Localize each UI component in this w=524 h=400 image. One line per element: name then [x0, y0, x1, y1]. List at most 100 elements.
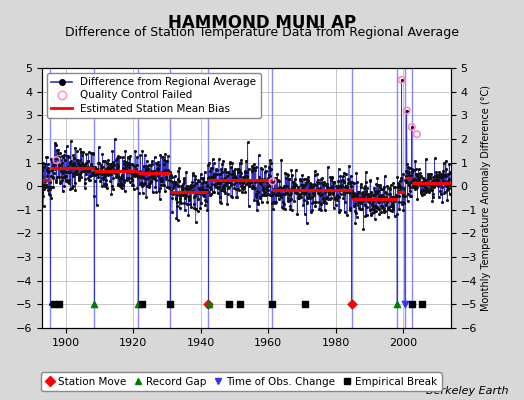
Point — [228, 160, 237, 166]
Point — [227, 164, 235, 170]
Point — [359, 192, 368, 198]
Point — [231, 173, 239, 180]
Point — [387, 194, 395, 200]
Point — [53, 154, 62, 160]
Point — [344, 189, 352, 196]
Point — [380, 197, 389, 203]
Point — [155, 171, 163, 178]
Point — [421, 188, 429, 194]
Point — [134, 173, 142, 180]
Point — [224, 184, 233, 191]
Point — [312, 186, 321, 192]
Point — [53, 156, 62, 162]
Point — [376, 194, 384, 200]
Point — [226, 160, 234, 166]
Point — [121, 188, 129, 194]
Text: Difference of Station Temperature Data from Regional Average: Difference of Station Temperature Data f… — [65, 26, 459, 39]
Point — [264, 164, 272, 170]
Point — [178, 190, 187, 197]
Point — [191, 218, 200, 225]
Point — [96, 165, 105, 171]
Point — [130, 169, 139, 176]
Point — [340, 209, 348, 216]
Point — [336, 178, 344, 184]
Point — [400, 200, 408, 207]
Point — [360, 192, 368, 199]
Point — [261, 186, 270, 192]
Point — [383, 182, 391, 189]
Point — [234, 186, 242, 192]
Point — [200, 168, 209, 175]
Point — [372, 188, 380, 195]
Point — [42, 182, 50, 188]
Point — [189, 188, 197, 194]
Point — [294, 187, 302, 193]
Point — [420, 176, 429, 182]
Point — [353, 178, 362, 185]
Point — [341, 199, 350, 206]
Point — [417, 188, 425, 194]
Point — [421, 188, 430, 194]
Point — [252, 192, 260, 198]
Point — [123, 161, 132, 168]
Point — [311, 187, 320, 194]
Point — [144, 166, 152, 172]
Point — [194, 177, 203, 184]
Point — [423, 185, 431, 191]
Point — [177, 200, 185, 206]
Point — [294, 195, 302, 202]
Point — [326, 196, 334, 202]
Point — [438, 171, 446, 178]
Point — [130, 171, 138, 178]
Point — [289, 179, 297, 186]
Point — [203, 206, 211, 213]
Point — [127, 170, 135, 177]
Point — [435, 180, 444, 187]
Point — [230, 180, 238, 187]
Point — [185, 194, 193, 200]
Point — [176, 198, 184, 204]
Point — [331, 194, 340, 201]
Point — [42, 182, 50, 188]
Point — [41, 178, 49, 184]
Point — [207, 174, 215, 181]
Point — [408, 176, 416, 182]
Point — [206, 165, 215, 171]
Point — [170, 182, 178, 188]
Point — [267, 160, 275, 166]
Point — [264, 191, 272, 198]
Point — [114, 163, 122, 170]
Point — [171, 178, 179, 185]
Point — [157, 177, 165, 184]
Point — [322, 181, 331, 187]
Point — [86, 166, 94, 172]
Point — [346, 173, 355, 179]
Point — [410, 176, 418, 182]
Point — [158, 176, 167, 183]
Point — [145, 181, 154, 187]
Point — [63, 163, 72, 170]
Point — [193, 190, 202, 196]
Point — [180, 200, 189, 206]
Point — [84, 158, 92, 164]
Point — [230, 171, 238, 178]
Point — [204, 162, 212, 168]
Point — [115, 175, 124, 181]
Point — [44, 187, 52, 194]
Point — [279, 185, 287, 191]
Point — [235, 160, 244, 166]
Point — [309, 183, 318, 189]
Point — [389, 202, 397, 208]
Point — [40, 164, 48, 170]
Point — [48, 158, 57, 164]
Point — [307, 183, 315, 190]
Point — [111, 168, 119, 174]
Point — [408, 124, 416, 130]
Point — [102, 181, 110, 187]
Point — [122, 160, 130, 166]
Point — [331, 194, 340, 200]
Point — [397, 188, 405, 195]
Point — [166, 301, 174, 308]
Point — [341, 183, 350, 190]
Point — [342, 185, 350, 191]
